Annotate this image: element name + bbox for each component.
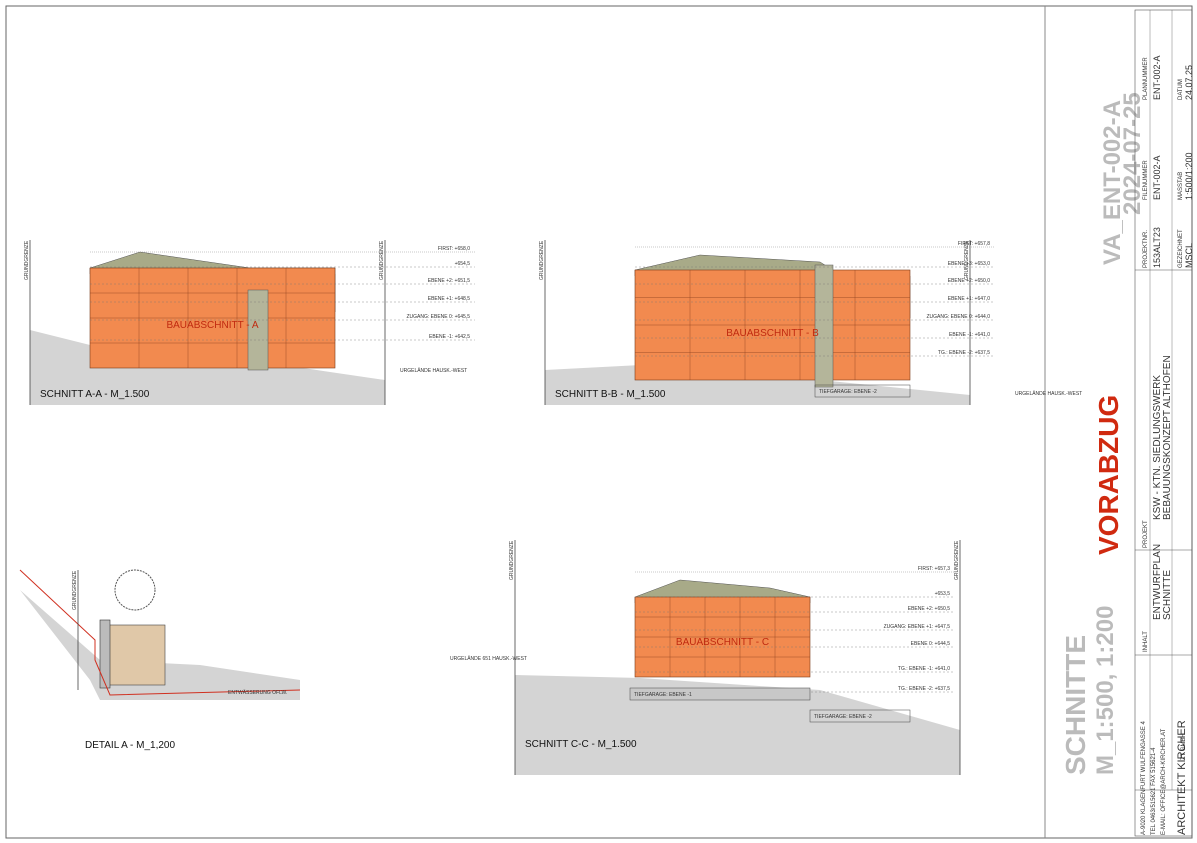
- undefined: KSW - KTN. SIEDLUNGSWERK: [1152, 375, 1163, 520]
- undefined: E-MAIL: OFFICE@ARCH-KIRCHER.AT: [1161, 728, 1167, 835]
- ground: [515, 675, 960, 775]
- level-label: EBENE +2: +650,5: [908, 606, 950, 612]
- undefined: GEZEICHNET: [1178, 229, 1184, 268]
- level-label: FIRST: +657,3: [918, 566, 950, 572]
- undefined: PLANNUMMER: [1143, 57, 1149, 100]
- stair-core: [247, 289, 269, 371]
- boundary-label: GRUNDGRENZE: [964, 240, 970, 280]
- sheet-content: SCHNITTE: [1060, 635, 1091, 775]
- ground: [20, 590, 300, 700]
- drainage-label: ENTWÄSSERUNG OFLW.: [228, 689, 287, 696]
- stamp: VORABZUG: [1093, 395, 1124, 555]
- wall: [99, 619, 111, 689]
- undefined: FILENUMMER: [1143, 160, 1149, 200]
- undefined: 1:500/1:200: [1184, 152, 1194, 200]
- level-label: ZUGANG: EBENE +1: +647,5: [884, 624, 951, 630]
- undefined: DATUM: [1178, 79, 1184, 100]
- section-label: BAUABSCHNITT - A: [166, 320, 258, 331]
- undefined: 24.07.25: [1184, 65, 1194, 100]
- level-label: EBENE +1: +647,0: [948, 296, 990, 302]
- undefined: A-9020 KLAGENFURT WULFENGASSE 4: [1141, 721, 1147, 835]
- tree: [114, 569, 156, 611]
- level-label: TG.: EBENE -2: +637,5: [938, 350, 990, 356]
- level-label: TG.: EBENE -1: +641,0: [898, 666, 950, 672]
- undefined: 153ALT23: [1152, 227, 1162, 268]
- undefined: PROJEKT: [1143, 520, 1149, 548]
- undefined: ENT-002-A: [1152, 55, 1162, 100]
- garage: [814, 384, 911, 398]
- level-label: EBENE 0: +644,5: [911, 641, 951, 647]
- boundary-label: GRUNDGRENZE: [954, 540, 960, 580]
- undefined: ENT-002-A: [1152, 155, 1162, 200]
- section-label: BAUABSCHNITT - B: [726, 328, 819, 339]
- sheet-scale: M_1:500, 1:200: [1092, 606, 1119, 775]
- boundary-label: GRUNDGRENZE: [509, 540, 515, 580]
- wall: [104, 624, 166, 686]
- undefined: BEBAUUNGSKONZEPT ALTHOFEN: [1162, 355, 1173, 520]
- level-label: EBENE -1: +642,5: [429, 334, 470, 340]
- level-label: EBENE +2: +650,0: [948, 278, 990, 284]
- undefined: PROJEKTNR.: [1143, 230, 1149, 268]
- level-label: +654,5: [455, 261, 471, 267]
- level-label: ZUGANG: EBENE 0: +644,0: [927, 314, 991, 320]
- level-label: +653,5: [935, 591, 951, 597]
- terrain-label: URGELÄNDE 651 HAUSK.-WEST: [450, 655, 527, 662]
- garage: [629, 687, 811, 701]
- section-label: BAUABSCHNITT - C: [676, 637, 769, 648]
- garage-label: TIEFGARAGE: EBENE -1: [634, 692, 692, 698]
- undefined: MASSTAB: [1178, 172, 1184, 200]
- undefined: MSCL: [1184, 243, 1194, 268]
- undefined: ARCHITEKT KIRCHER: [1176, 720, 1188, 835]
- level-label: EBENE +1: +648,5: [428, 296, 470, 302]
- garage: [809, 709, 911, 723]
- plan-date: 2024-07-25: [1119, 92, 1146, 215]
- boundary-label: GRUNDGRENZE: [379, 240, 385, 280]
- level-label: EBENE +3: +653,0: [948, 261, 990, 267]
- level-label: TG.: EBENE -2: +637,5: [898, 686, 950, 692]
- garage-label: TIEFGARAGE: EBENE -2: [814, 714, 872, 720]
- level-label: ZUGANG: EBENE 0: +645,5: [407, 314, 471, 320]
- undefined: ZT GMBH: [1181, 733, 1187, 760]
- boundary-label: GRUNDGRENZE: [24, 240, 30, 280]
- detail-title: DETAIL A - M_1,200: [85, 740, 175, 751]
- table-frame: [1134, 9, 1193, 837]
- level-label: EBENE +2: +651,5: [428, 278, 470, 284]
- section-title: SCHNITT B-B - M_1.500: [555, 389, 666, 400]
- undefined: TEL 0463/515621 FAX 515621-4: [1151, 747, 1157, 835]
- terrain-label: URGELÄNDE HAUSK.-WEST: [1015, 390, 1082, 397]
- level-label: FIRST: +658,0: [438, 246, 470, 252]
- level-label: FIRST: +657,8: [958, 241, 990, 247]
- stair-core: [814, 264, 834, 388]
- undefined: ENTWURFPLAN: [1152, 544, 1163, 620]
- boundary-label: GRUNDGRENZE: [539, 240, 545, 280]
- level-label: EBENE -1: +641,0: [949, 332, 990, 338]
- plan-id: VA_ENT-002-A: [1099, 100, 1126, 265]
- terrain-label: URGELÄNDE HAUSK.-WEST: [400, 367, 467, 374]
- drain: [19, 569, 301, 696]
- section-title: SCHNITT A-A - M_1.500: [40, 389, 150, 400]
- undefined: SCHNITTE: [1162, 570, 1173, 620]
- section-title: SCHNITT C-C - M_1.500: [525, 739, 637, 750]
- boundary-label: GRUNDGRENZE: [72, 570, 78, 610]
- undefined: INHALT: [1143, 631, 1149, 652]
- garage-label: TIEFGARAGE: EBENE -2: [819, 389, 877, 395]
